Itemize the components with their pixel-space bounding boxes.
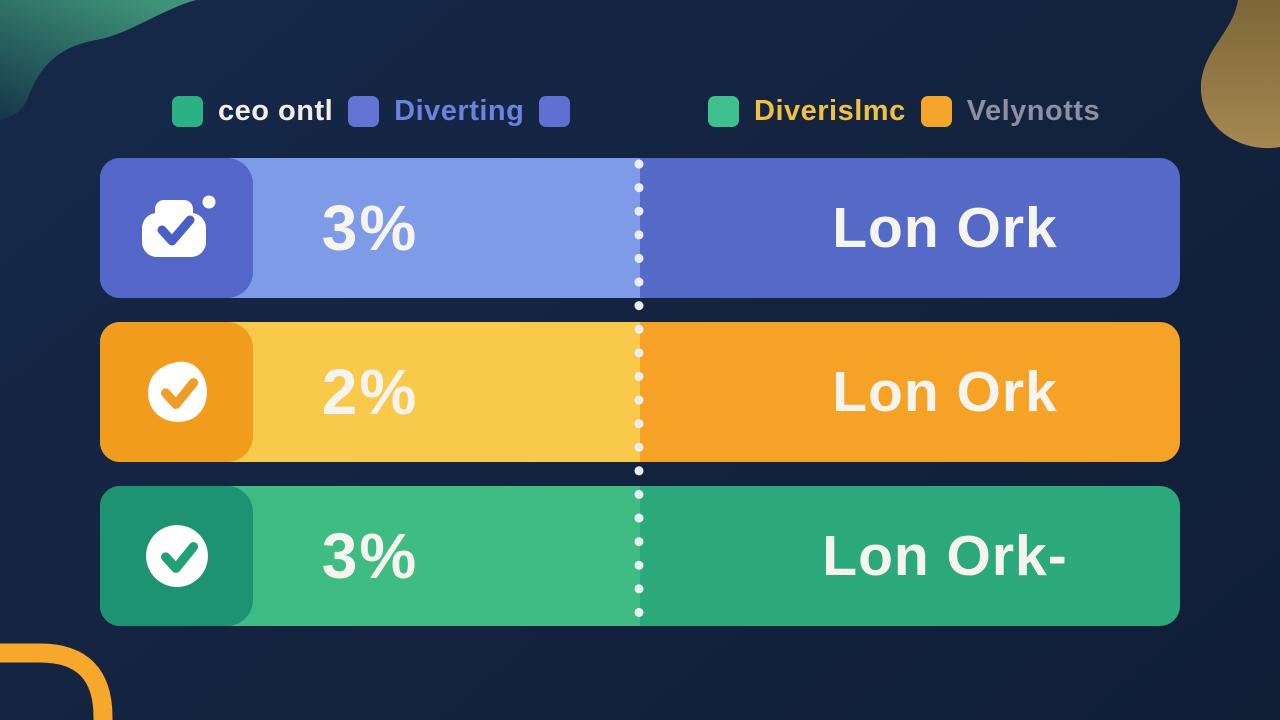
bar-rows: 3% Lon Ork 2% Lon Ork 3% Lon Ork- — [100, 158, 1180, 650]
bar-row-green: 3% Lon Ork- — [100, 486, 1180, 626]
circle-check-icon — [145, 525, 208, 587]
legend-group-right: Diverislmc Velynotts — [708, 95, 1115, 128]
legend-swatch-green — [172, 96, 203, 127]
row-value: 3% — [321, 520, 419, 592]
legend-group-left: ceo ontl Diverting — [172, 95, 571, 128]
legend-swatch-green-2 — [708, 96, 739, 127]
icon-segment — [100, 486, 253, 626]
bar-row-orange: 2% Lon Ork — [100, 322, 1180, 462]
teal-blob-shape — [0, 0, 196, 120]
legend-swatch-orange — [920, 96, 952, 127]
bar-row-blue: 3% Lon Ork — [100, 158, 1180, 298]
legend-label-2: Diverting — [394, 95, 525, 127]
legend-label-4: Velynotts — [966, 95, 1101, 127]
row-value: 2% — [321, 356, 419, 428]
icon-segment — [100, 322, 253, 462]
tan-blob-shape — [1200, 0, 1280, 149]
row-label: Lon Ork — [832, 196, 1058, 260]
bar-right-segment — [640, 322, 1180, 462]
row-value: 3% — [321, 192, 419, 264]
row-label: Lon Ork- — [822, 524, 1068, 588]
legend-label-3: Diverislmc — [754, 95, 906, 127]
bar-right-segment — [640, 486, 1180, 626]
orange-corner-outline — [0, 643, 113, 720]
badge-check-icon — [147, 361, 207, 422]
bar-right-segment — [640, 158, 1180, 298]
legend-swatch-blue — [348, 96, 380, 127]
legend-swatch-blue-2 — [539, 96, 571, 127]
legend-label-1: ceo ontl — [218, 95, 334, 127]
icon-segment — [100, 158, 253, 298]
row-label: Lon Ork — [832, 360, 1058, 424]
inbox-check-icon — [141, 195, 215, 257]
